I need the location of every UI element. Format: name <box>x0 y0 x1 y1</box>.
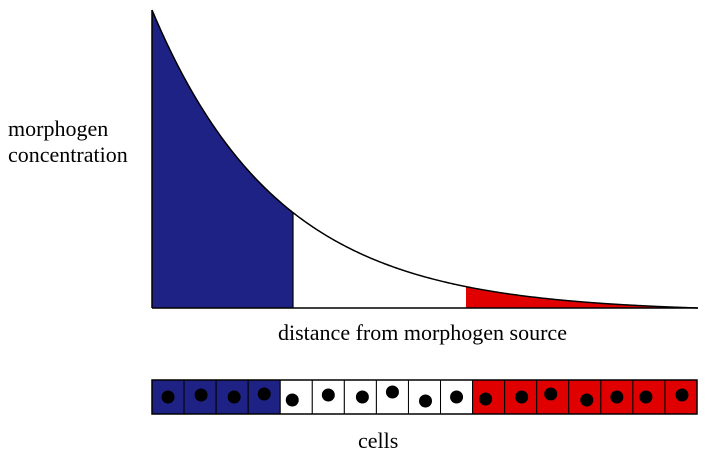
cell-nucleus <box>257 387 271 401</box>
region-white <box>293 212 466 308</box>
cells-label: cells <box>358 428 399 453</box>
concentration-regions <box>152 10 698 308</box>
cell-nucleus <box>515 390 529 404</box>
cell-nucleus <box>450 390 464 404</box>
cell-nucleus <box>544 387 558 401</box>
cell-nucleus <box>610 390 624 404</box>
cell-nucleus <box>419 394 432 408</box>
cell-row-outline <box>151 379 698 415</box>
cell-nucleus <box>675 388 689 402</box>
x-axis-label: distance from morphogen source <box>278 320 567 345</box>
region-red <box>466 286 698 308</box>
cell-nucleus <box>385 385 399 399</box>
y-axis-label-line1: morphogen <box>8 116 109 141</box>
cell-nucleus <box>285 393 299 407</box>
cell-nucleus <box>227 390 241 404</box>
cell-nucleus <box>479 392 493 406</box>
cell-nucleus <box>321 388 335 402</box>
y-axis-label-line2: concentration <box>8 142 128 167</box>
cell-row <box>151 379 698 415</box>
cell-nucleus <box>639 390 653 404</box>
y-axis-label: morphogen concentration <box>8 116 128 168</box>
cell-nucleus <box>194 388 208 402</box>
cell-nucleus <box>580 393 594 407</box>
cell-nucleus <box>161 390 175 404</box>
concentration-curve <box>151 9 699 309</box>
cell-nucleus <box>355 390 369 404</box>
